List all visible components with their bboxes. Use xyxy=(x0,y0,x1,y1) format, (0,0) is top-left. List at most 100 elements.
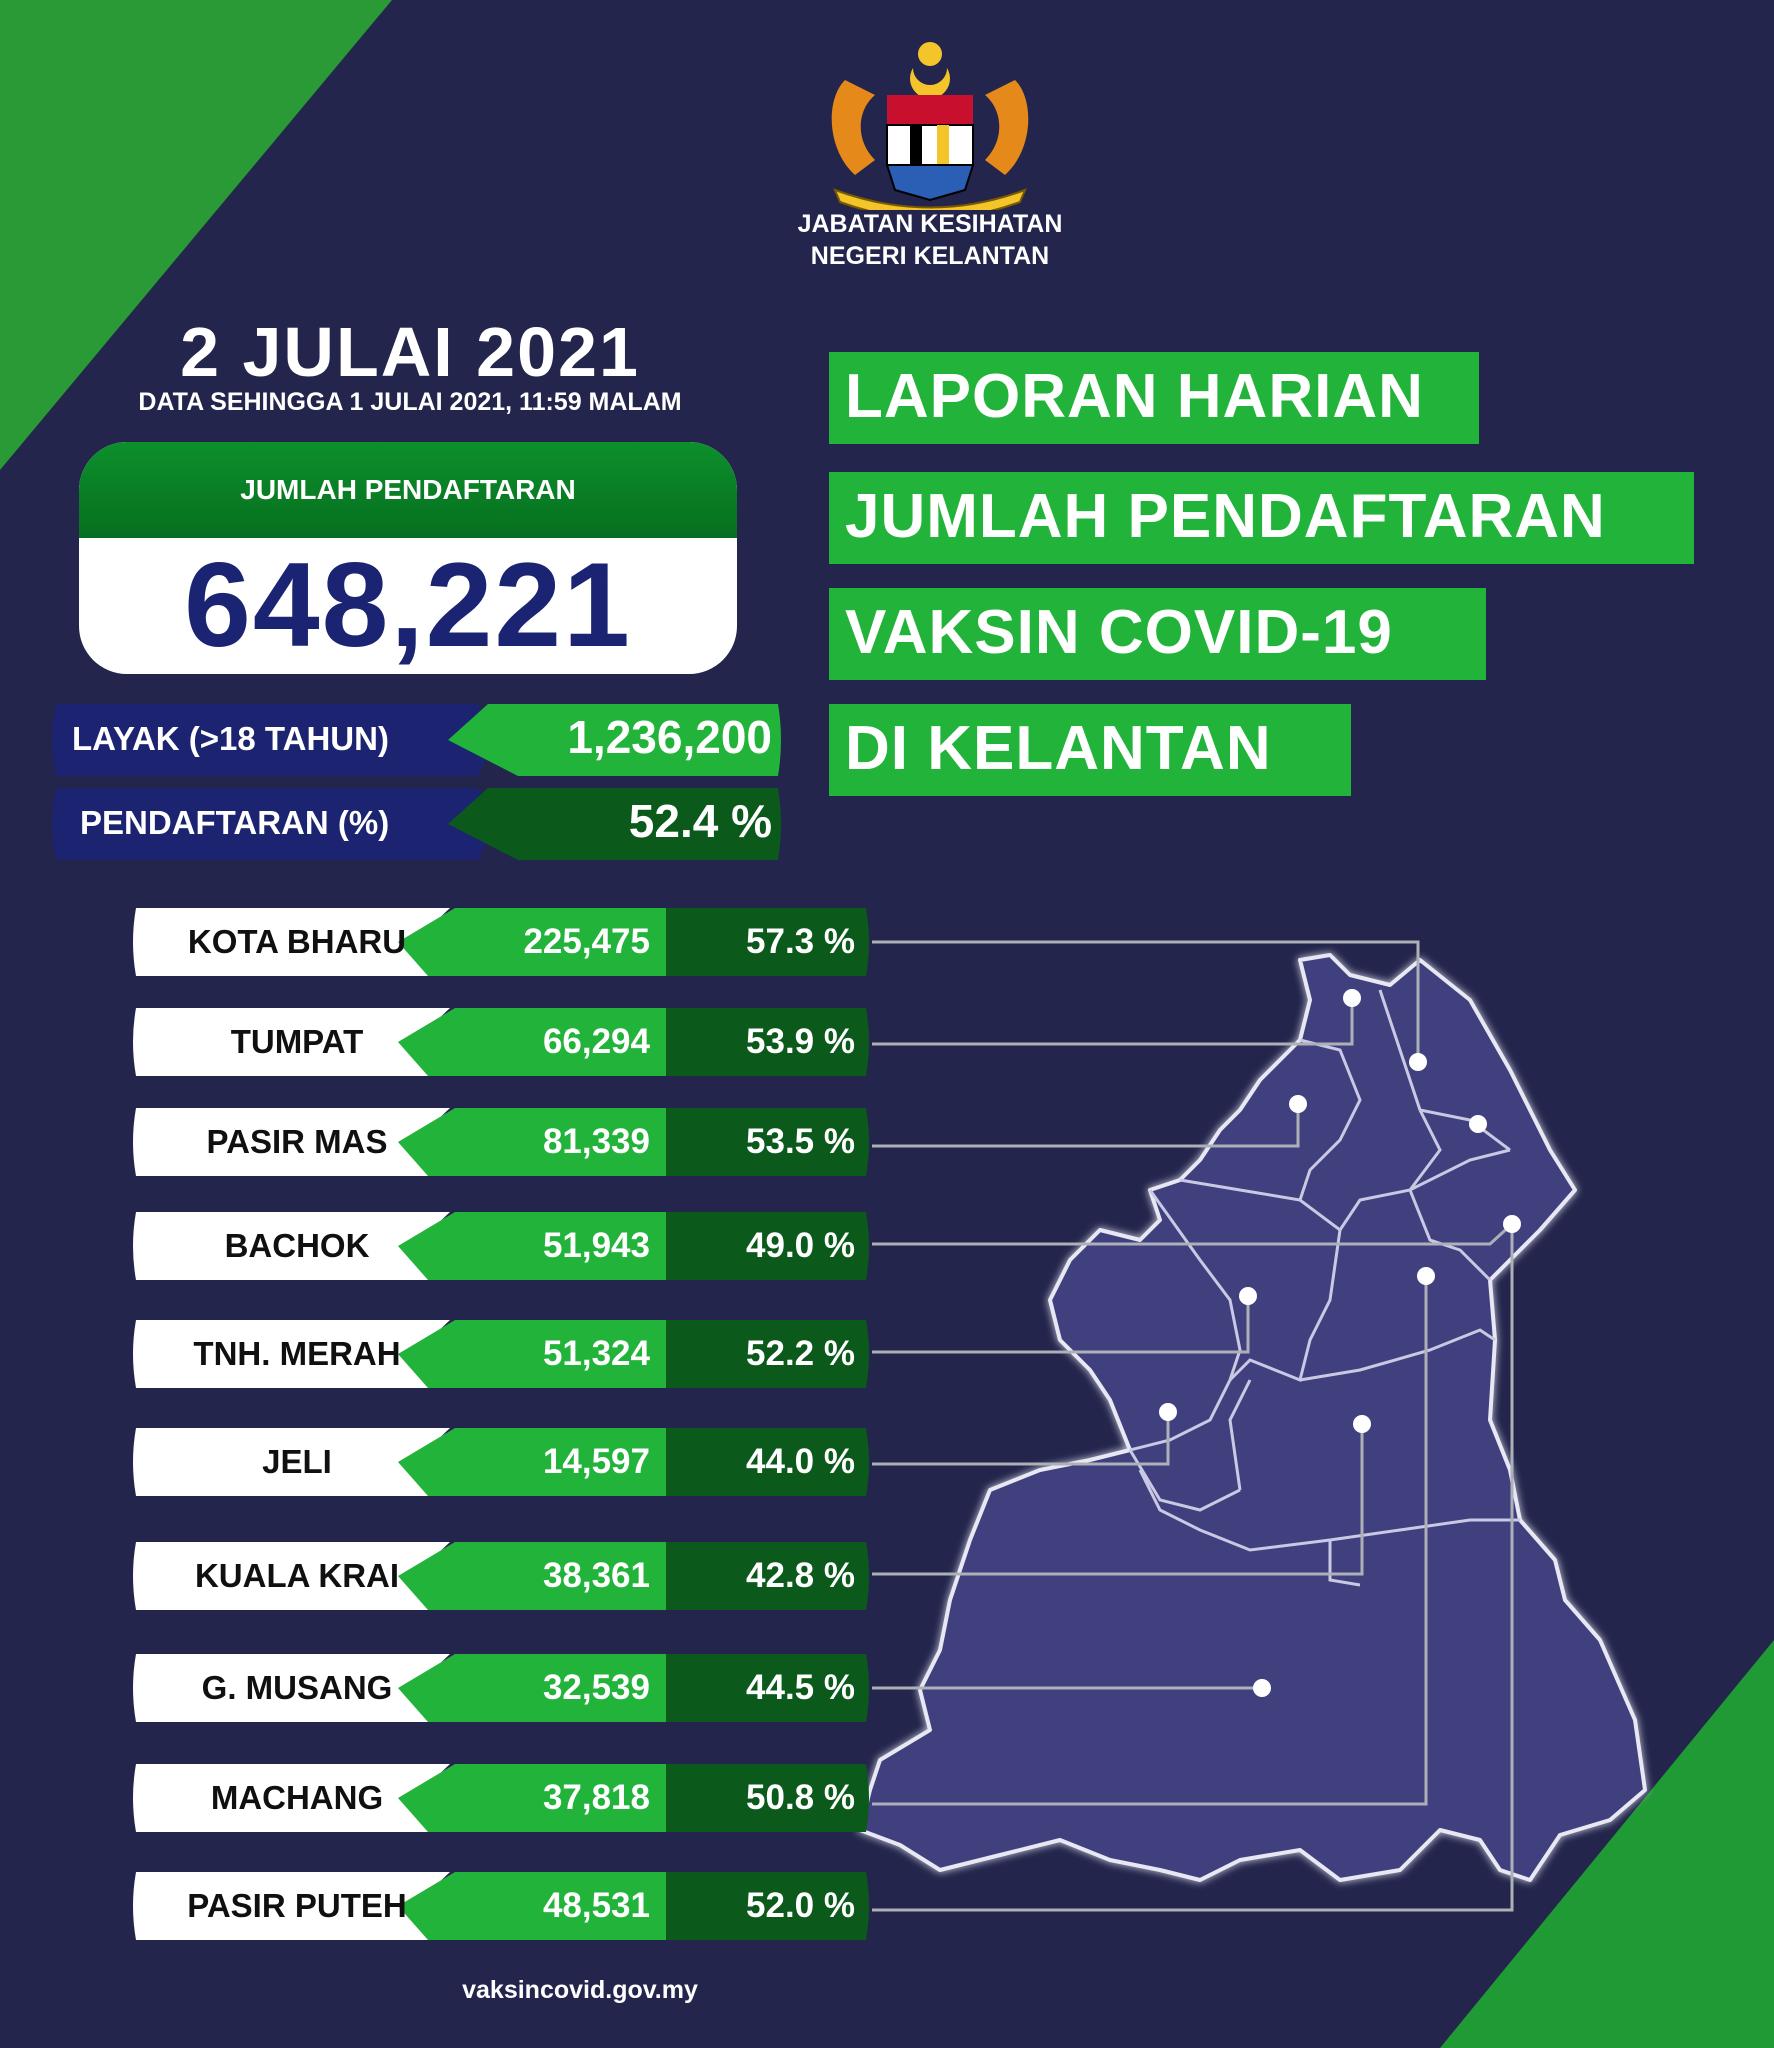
district-value-pill xyxy=(398,1212,666,1280)
district-name-pill xyxy=(133,1542,450,1610)
district-percentage: 42.8 % xyxy=(746,1556,855,1595)
title-line2: JUMLAH PENDAFTARAN xyxy=(829,472,1694,564)
district-name-pill xyxy=(133,908,450,976)
total-registration-label: JUMLAH PENDAFTARAN xyxy=(79,442,737,538)
district-name-pill xyxy=(133,1428,450,1496)
district-registrations: 14,597 xyxy=(542,1442,650,1481)
district-pct-pill xyxy=(660,1212,869,1280)
district-percentage: 57.3 % xyxy=(746,922,855,961)
district-percentage: 50.8 % xyxy=(746,1778,855,1817)
agency-name: JABATAN KESIHATAN NEGERI KELANTAN xyxy=(760,208,1100,272)
district-row-shapes xyxy=(133,1428,869,1496)
data-as-of: DATA SEHINGGA 1 JULAI 2021, 11:59 MALAM xyxy=(138,388,682,416)
district-row: PASIR PUTEH 48,531 52.0 % xyxy=(0,1870,880,1942)
district-name-pill xyxy=(133,1212,450,1280)
bottom-right-green-triangle xyxy=(1440,1640,1774,2048)
district-row-shapes xyxy=(133,1542,869,1610)
district-name: JELI xyxy=(262,1443,332,1480)
district-name: BACHOK xyxy=(224,1227,370,1264)
district-pct-pill xyxy=(660,1320,869,1388)
district-value-pill xyxy=(398,1108,666,1176)
district-percentage: 44.5 % xyxy=(746,1668,855,1707)
district-row: BACHOK 51,943 49.0 % xyxy=(0,1210,880,1282)
district-row: PASIR MAS 81,339 53.5 % xyxy=(0,1106,880,1178)
district-pct-pill xyxy=(660,1872,869,1940)
district-name-pill xyxy=(133,1654,450,1722)
district-percentage: 52.2 % xyxy=(746,1334,855,1373)
district-row: KOTA BHARU 225,475 57.3 % xyxy=(0,906,880,978)
eligible-value: 1,236,200 xyxy=(567,711,772,763)
district-row: JELI 14,597 44.0 % xyxy=(0,1426,880,1498)
top-left-green-triangle xyxy=(0,0,392,470)
district-name-pill xyxy=(133,1872,450,1940)
district-value-pill xyxy=(398,1542,666,1610)
percent-label-pill xyxy=(52,788,496,860)
district-name-pill xyxy=(133,1764,450,1832)
district-percentage: 52.0 % xyxy=(746,1886,855,1925)
report-date: 2 JULAI 2021 xyxy=(180,313,640,391)
eligible-label: LAYAK (>18 TAHUN) xyxy=(72,720,389,757)
district-value-pill xyxy=(398,1320,666,1388)
district-row: TUMPAT 66,294 53.9 % xyxy=(0,1006,880,1078)
district-row-shapes xyxy=(133,1108,869,1176)
district-row-shapes xyxy=(133,1212,869,1280)
title-line1: LAPORAN HARIAN xyxy=(829,352,1479,444)
district-value-pill xyxy=(398,1764,666,1832)
district-row: KUALA KRAI 38,361 42.8 % xyxy=(0,1540,880,1612)
district-pct-pill xyxy=(660,1654,869,1722)
footer-url[interactable]: vaksincovid.gov.my xyxy=(462,1976,698,2004)
percent-value: 52.4 % xyxy=(628,795,772,847)
district-value-pill xyxy=(398,1872,666,1940)
district-percentage: 44.0 % xyxy=(746,1442,855,1481)
district-row: TNH. MERAH 51,324 52.2 % xyxy=(0,1318,880,1390)
percent-value-pill xyxy=(448,788,781,860)
district-pct-pill xyxy=(660,1428,869,1496)
district-pct-pill xyxy=(660,1764,869,1832)
district-name: KUALA KRAI xyxy=(194,1557,400,1594)
district-percentage: 53.5 % xyxy=(746,1122,855,1161)
stat-bars xyxy=(52,704,781,860)
district-pct-pill xyxy=(660,908,869,976)
district-registrations: 51,324 xyxy=(542,1334,650,1373)
district-row: MACHANG 37,818 50.8 % xyxy=(0,1762,880,1834)
district-percentage: 53.9 % xyxy=(746,1022,855,1061)
district-value-pill xyxy=(398,1428,666,1496)
district-row-shapes xyxy=(133,908,869,976)
district-registrations: 225,475 xyxy=(523,922,650,961)
district-row-shapes xyxy=(133,1764,869,1832)
district-row-shapes xyxy=(133,1872,869,1940)
title-line3: VAKSIN COVID-19 xyxy=(829,588,1486,680)
district-name: KOTA BHARU xyxy=(187,923,407,960)
district-name: TUMPAT xyxy=(230,1023,364,1060)
district-pct-pill xyxy=(660,1008,869,1076)
district-row-shapes xyxy=(133,1320,869,1388)
total-registration-value: 648,221 xyxy=(184,538,632,672)
agency-name-line2: NEGERI KELANTAN xyxy=(810,242,1050,270)
district-registrations: 37,818 xyxy=(542,1778,650,1817)
title-line4: DI KELANTAN xyxy=(829,704,1351,796)
district-row-shapes xyxy=(133,1654,869,1722)
district-name: TNH. MERAH xyxy=(193,1335,401,1372)
eligible-label-pill xyxy=(52,704,496,776)
district-value-pill xyxy=(398,1008,666,1076)
district-row-shapes xyxy=(133,1008,869,1076)
district-name-pill xyxy=(133,1008,450,1076)
total-registration-card: JUMLAH PENDAFTARAN 648,221 xyxy=(79,442,737,674)
map-outline xyxy=(858,953,1647,1882)
district-name: MACHANG xyxy=(210,1779,384,1816)
district-value-pill xyxy=(398,1654,666,1722)
district-registrations: 32,539 xyxy=(542,1668,650,1707)
district-value-pill xyxy=(398,908,666,976)
percent-label: PENDAFTARAN (%) xyxy=(80,804,390,841)
eligible-value-pill xyxy=(448,704,781,776)
district-pct-pill xyxy=(660,1542,869,1610)
district-registrations: 51,943 xyxy=(542,1226,650,1265)
district-percentage: 49.0 % xyxy=(746,1226,855,1265)
district-registrations: 81,339 xyxy=(542,1122,650,1161)
agency-name-line1: JABATAN KESIHATAN xyxy=(797,210,1063,238)
district-name: PASIR PUTEH xyxy=(187,1887,407,1924)
coat-of-arms-emblem xyxy=(831,42,1029,210)
district-name-pill xyxy=(133,1320,450,1388)
